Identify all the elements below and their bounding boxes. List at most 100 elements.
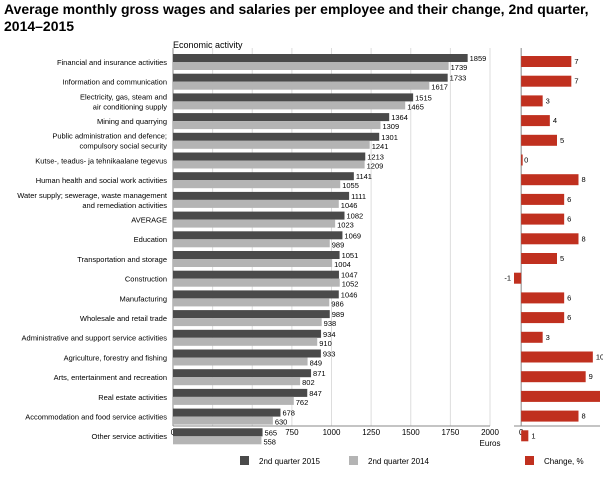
change-data-label: 6	[567, 215, 571, 224]
legend-swatch	[240, 456, 249, 465]
change-bar	[521, 390, 600, 402]
x-tick-label: 1750	[441, 428, 459, 437]
change-data-label: 1	[531, 431, 535, 440]
category-label: Mining and quarrying	[97, 117, 167, 126]
bar-2014	[173, 377, 301, 386]
data-label-2014: 986	[331, 299, 344, 308]
bar-2015	[173, 349, 321, 358]
change-data-label: 6	[567, 293, 571, 302]
data-label-2014: 1052	[342, 280, 359, 289]
change-bar	[521, 193, 565, 205]
change-bar	[521, 371, 586, 383]
category-label: Agriculture, forestry and fishing	[64, 353, 167, 362]
data-label-2015: 1046	[341, 290, 358, 299]
category-label: Financial and insurance activities	[57, 58, 167, 67]
bar-2015	[173, 251, 340, 259]
category-header: Economic activity	[173, 40, 243, 50]
chart-title: Average monthly gross wages and salaries…	[4, 1, 589, 34]
bar-2014	[173, 298, 330, 307]
data-label-2015: 933	[323, 350, 336, 359]
bar-2015	[173, 113, 390, 122]
change-bar	[521, 174, 579, 186]
change-data-label: 6	[567, 195, 571, 204]
data-label-2014: 802	[302, 378, 315, 387]
legend-swatch	[349, 456, 358, 465]
bar-2014	[173, 101, 406, 110]
data-label-2015: 1051	[342, 251, 359, 260]
data-label-2014: 1023	[337, 221, 354, 230]
bar-2014	[173, 357, 308, 366]
change-data-label: 7	[574, 57, 578, 66]
bar-2014	[173, 62, 449, 70]
data-label-2014: 1241	[372, 142, 389, 151]
category-label: Transportation and storage	[77, 255, 167, 264]
data-label-2014: 938	[324, 319, 337, 328]
change-bar	[521, 292, 565, 304]
change-data-label: 5	[560, 254, 564, 263]
bar-2014	[173, 199, 339, 208]
bar-2015	[173, 369, 312, 378]
category-label: Public administration and defence; compul…	[52, 132, 167, 151]
data-label-2015: 1069	[344, 231, 361, 240]
bar-2015	[173, 73, 448, 82]
data-label-2015: 1082	[346, 212, 363, 221]
change-data-label: 3	[546, 333, 550, 342]
bar-2014	[173, 318, 322, 327]
bar-2015	[173, 172, 354, 181]
change-data-label: 5	[560, 136, 564, 145]
category-label: Accommodation and food service activitie…	[25, 412, 167, 421]
bar-2014	[173, 337, 318, 346]
bar-2014	[173, 219, 336, 228]
change-bar	[521, 95, 543, 107]
change-data-label: 8	[582, 234, 586, 243]
data-label-2015: 989	[332, 310, 345, 319]
x-tick-label: 750	[285, 428, 299, 437]
bar-2015	[173, 408, 281, 417]
data-label-2015: 1213	[367, 153, 384, 162]
bar-2014	[173, 239, 330, 248]
bar-2014	[173, 278, 340, 287]
data-label-2014: 1465	[407, 102, 424, 111]
change-bar	[521, 351, 593, 363]
bar-2014	[173, 259, 333, 267]
category-label: Wholesale and retail trade	[80, 314, 167, 323]
data-label-2014: 630	[275, 418, 288, 427]
data-label-2014: 849	[310, 359, 323, 368]
legend-label: Change, %	[544, 457, 584, 466]
change-bar	[521, 213, 565, 225]
data-label-2015: 1733	[450, 74, 467, 83]
change-data-label: 8	[582, 175, 586, 184]
change-bar	[521, 331, 543, 343]
category-label: Real estate activities	[98, 393, 167, 402]
bar-2015	[173, 54, 468, 62]
change-bar	[521, 115, 550, 127]
change-bar	[514, 272, 522, 284]
change-bar	[521, 410, 579, 422]
bar-2014	[173, 121, 381, 130]
bar-2014	[173, 416, 273, 425]
data-label-2014: 1739	[451, 63, 468, 72]
change-bar	[521, 253, 557, 264]
data-label-2015: 1859	[470, 54, 487, 63]
bar-2014	[173, 180, 341, 189]
bar-2014	[173, 81, 430, 90]
data-label-2015: 871	[313, 369, 326, 378]
bar-2015	[173, 93, 414, 102]
data-label-2014: 1309	[382, 122, 399, 131]
change-data-label: -1	[504, 274, 511, 283]
change-data-label: 10	[596, 353, 603, 362]
bar-2015	[173, 132, 380, 141]
change-bar	[521, 56, 572, 67]
data-label-2015: 565	[265, 428, 278, 437]
data-label-2015: 1301	[381, 133, 398, 142]
bar-2015	[173, 388, 308, 397]
data-label-2014: 989	[332, 240, 345, 249]
bar-2015	[173, 310, 330, 319]
change-data-label: 4	[553, 116, 557, 125]
data-label-2014: 1004	[334, 260, 351, 269]
category-label: Information and communication	[62, 78, 167, 87]
category-label: Manufacturing	[119, 294, 167, 303]
data-label-2014: 558	[263, 437, 276, 446]
data-label-2014: 1055	[342, 181, 359, 190]
bar-2015	[173, 270, 339, 279]
